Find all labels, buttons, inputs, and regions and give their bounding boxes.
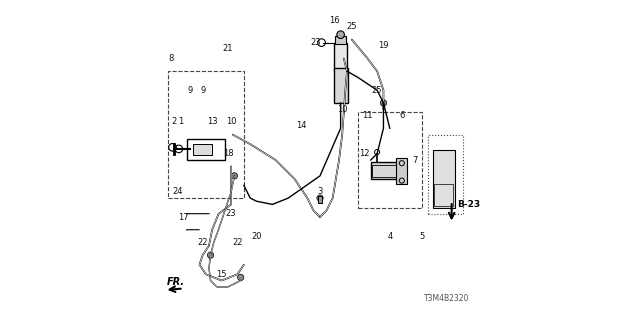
Text: 24: 24 [172,187,182,196]
Circle shape [207,252,214,258]
Text: 16: 16 [329,16,340,25]
Text: 4: 4 [387,232,392,241]
Text: 22: 22 [197,238,208,247]
Bar [334,43,347,71]
Circle shape [380,100,387,106]
Circle shape [231,173,237,179]
Text: 3: 3 [317,187,323,196]
Text: T3M4B2320: T3M4B2320 [424,294,469,303]
Text: 23: 23 [226,209,237,219]
Text: 25: 25 [372,86,382,95]
Bar [433,150,455,208]
Bar [372,165,401,178]
Text: 11: 11 [362,111,373,120]
Bar [193,144,212,155]
Bar [319,196,322,203]
Text: 10: 10 [226,117,236,126]
Text: FR.: FR. [166,277,185,287]
Text: 8: 8 [168,54,173,63]
Text: 12: 12 [359,149,370,158]
Bar [371,162,403,179]
Text: 15: 15 [216,270,227,279]
Text: 1: 1 [178,117,183,126]
Text: 20: 20 [252,232,262,241]
Text: 6: 6 [400,111,405,120]
Bar [396,158,407,184]
Text: 2: 2 [172,117,177,126]
Bar [434,184,453,206]
Text: 9: 9 [188,86,193,95]
Text: 18: 18 [223,149,234,158]
Text: 9: 9 [200,86,205,95]
Text: B-23: B-23 [458,200,481,209]
Text: 23: 23 [310,38,321,47]
Text: 21: 21 [223,44,233,53]
Circle shape [337,31,344,38]
Text: 19: 19 [378,41,388,50]
Text: 17: 17 [179,212,189,222]
Bar [187,140,225,160]
Text: 13: 13 [207,117,218,126]
Text: 5: 5 [419,232,424,241]
Text: 14: 14 [296,121,306,130]
Circle shape [317,195,323,201]
Circle shape [237,274,244,281]
Bar [335,36,346,44]
Text: 10: 10 [337,105,348,114]
Text: 22: 22 [232,238,243,247]
Text: 25: 25 [346,22,357,31]
Bar [333,68,348,103]
Text: 7: 7 [412,156,418,164]
